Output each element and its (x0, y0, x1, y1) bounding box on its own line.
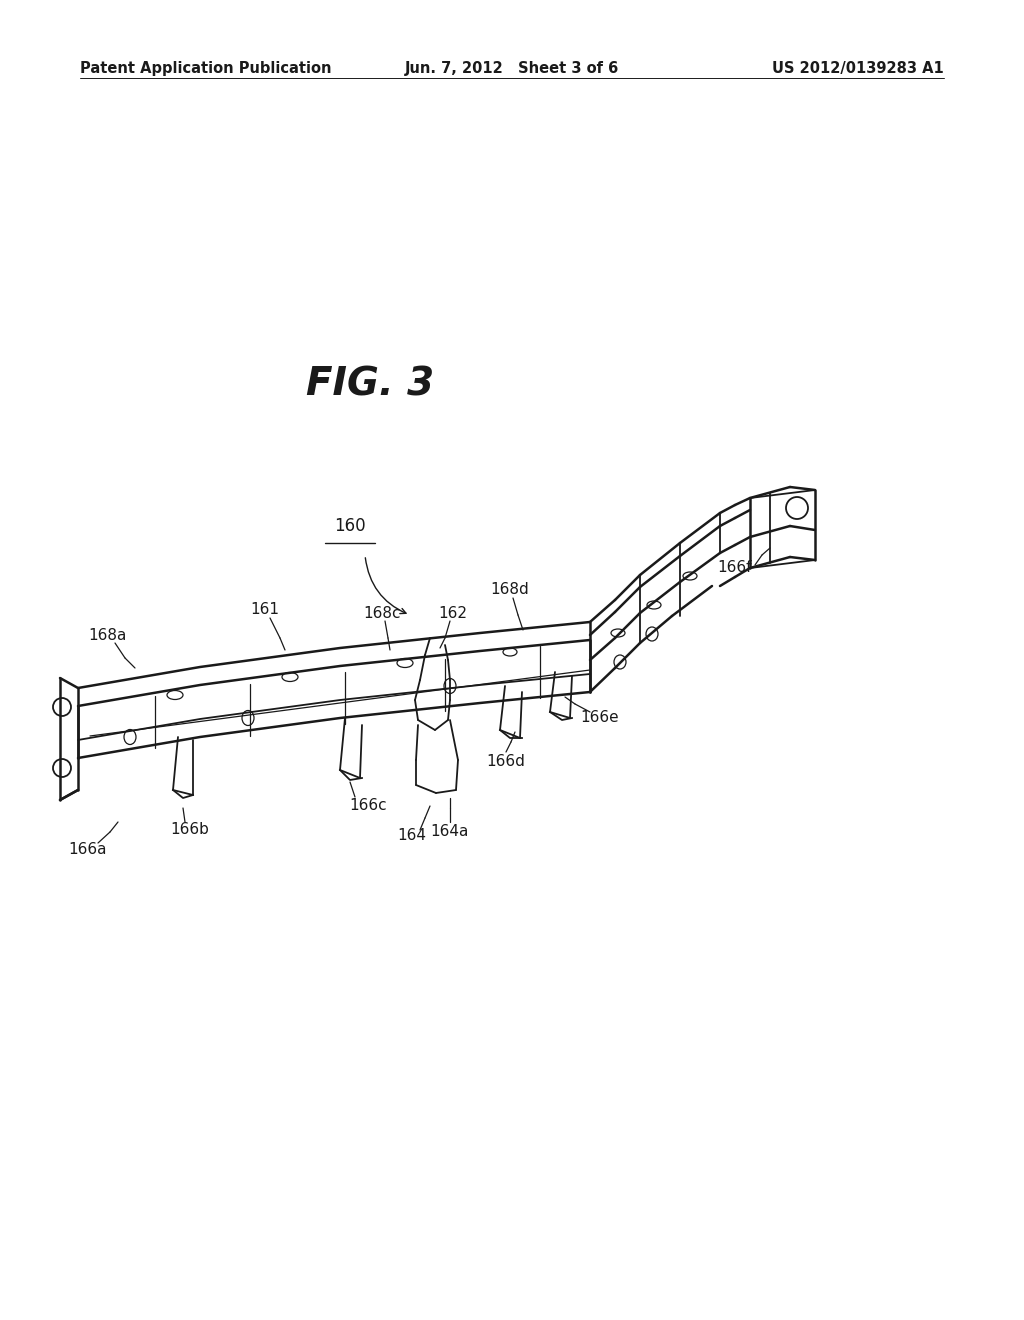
Text: Jun. 7, 2012   Sheet 3 of 6: Jun. 7, 2012 Sheet 3 of 6 (404, 61, 620, 75)
Text: Patent Application Publication: Patent Application Publication (80, 61, 332, 75)
Text: 166a: 166a (69, 842, 108, 858)
Text: 168c: 168c (364, 606, 400, 620)
Text: 164a: 164a (431, 825, 469, 840)
Text: 160: 160 (334, 517, 366, 535)
Text: US 2012/0139283 A1: US 2012/0139283 A1 (772, 61, 944, 75)
Text: 166f: 166f (718, 561, 752, 576)
Text: 161: 161 (251, 602, 280, 618)
Text: 164: 164 (397, 829, 427, 843)
Text: 168d: 168d (490, 582, 529, 598)
Text: 166c: 166c (349, 797, 387, 813)
Text: FIG. 3: FIG. 3 (306, 366, 434, 404)
Text: 168a: 168a (88, 627, 126, 643)
Text: 166e: 166e (581, 710, 620, 726)
Text: 166d: 166d (486, 755, 525, 770)
Text: 166b: 166b (171, 822, 210, 837)
Text: 162: 162 (438, 606, 468, 620)
